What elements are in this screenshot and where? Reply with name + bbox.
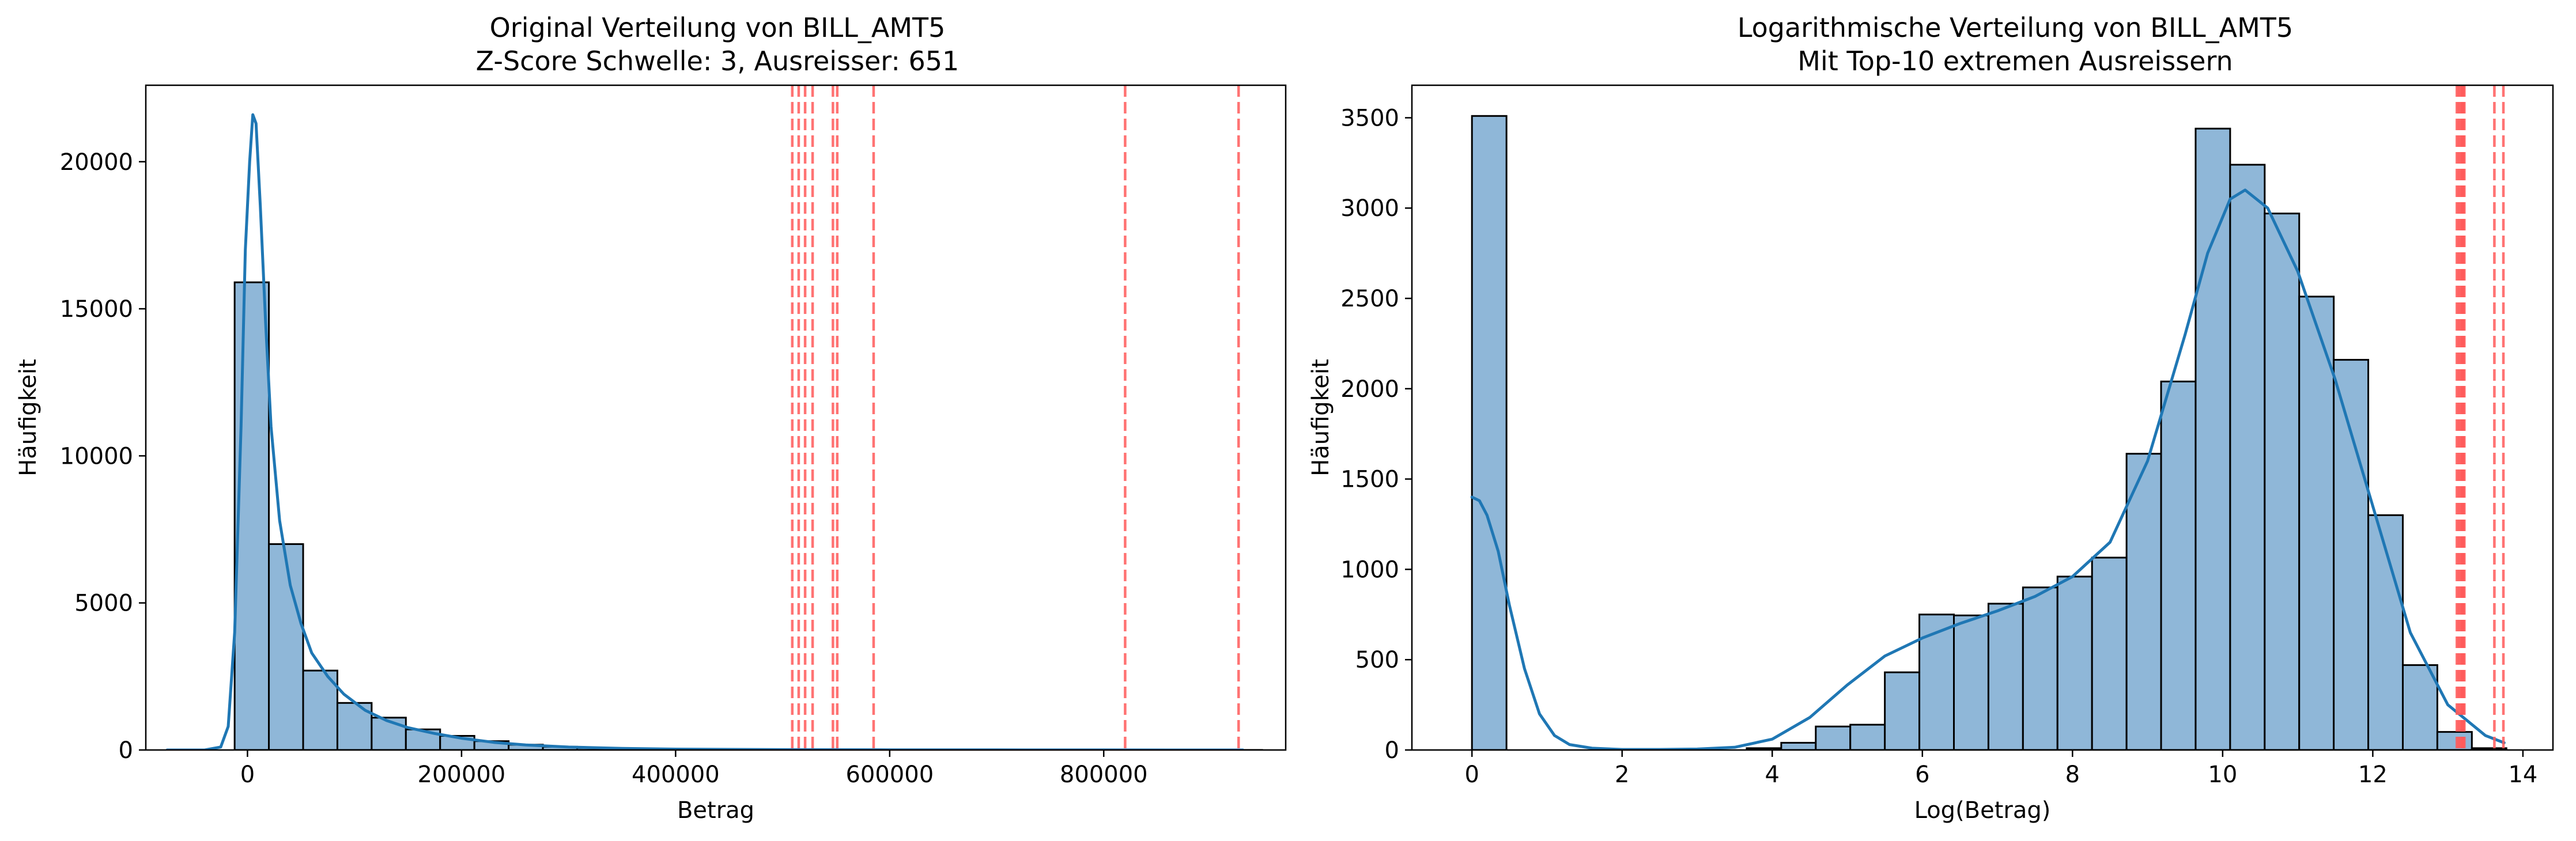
histogram-bar [371,717,407,750]
y-tick-label: 2500 [1340,286,1399,312]
y-tick-label: 20000 [60,149,133,176]
y-tick-label: 10000 [60,443,133,469]
y-tick-label: 5000 [74,590,133,617]
axes-frame [145,84,1287,751]
x-tick-label: 200000 [418,762,506,788]
histogram-bar [2264,213,2301,750]
x-axis-label: Betrag [677,797,754,824]
chart-title-line-1: Original Verteilung von BILL_AMT5 [490,12,946,43]
y-tick-label: 0 [119,737,133,764]
kde-curve-group [165,113,1245,750]
histogram-bars [1471,115,2507,750]
histogram-bar [1780,741,1817,750]
outlier-lines [2456,85,2505,750]
histogram-bar [1884,671,1921,750]
x-tick-label: 10 [2208,762,2237,788]
histogram-bar [1815,725,1852,750]
histogram-bar [2471,747,2507,750]
x-tick-label: 12 [2358,762,2388,788]
x-tick-label: 800000 [1060,762,1148,788]
y-tick-label: 2000 [1340,376,1399,403]
y-tick-label: 0 [1385,737,1399,764]
histogram-bar [2056,575,2093,750]
histogram-bars [233,281,1263,750]
x-tick-label: 0 [240,762,255,788]
axis-ticks: 0 2 4 6 8 10 12 14 0 500 1000 1500 2000 2500 3000 3500 [1340,105,2537,788]
x-tick-label: 2 [1615,762,1629,788]
histogram-bar [2298,296,2335,750]
kde-curve [165,113,1245,750]
chart-title-line-2: Z-Score Schwelle: 3, Ausreisser: 651 [476,46,960,77]
histogram-bar [1918,613,1955,750]
y-tick-label: 1500 [1340,467,1399,493]
x-tick-label: 8 [2065,762,2080,788]
histogram-bar [2194,127,2231,750]
x-tick-label: 4 [1765,762,1780,788]
histogram-bar [2091,556,2128,750]
x-tick-label: 6 [1915,762,1929,788]
histogram-bar [1953,614,1989,750]
x-tick-label: 400000 [632,762,720,788]
histogram-bar [2229,164,2266,750]
y-tick-label: 500 [1355,647,1399,673]
y-tick-label: 15000 [60,296,133,323]
y-axis-label: Häufigkeit [15,359,41,476]
histogram-bar [2401,664,2438,750]
histogram-bar [233,281,270,750]
histogram-bar [405,728,441,750]
axes-frame [1411,84,2554,751]
histogram-bar [268,543,304,750]
chart-title-line-2: Mit Top-10 extremen Ausreissern [1797,46,2233,77]
axis-ticks: 0 200000 400000 600000 800000 0 5000 10000 15000… [60,149,1148,788]
x-tick-label: 14 [2508,762,2537,788]
histogram-bar [2022,586,2058,750]
histogram-bar [1849,723,1886,750]
y-tick-label: 1000 [1340,556,1399,583]
histogram-bar [2333,359,2370,750]
y-axis-label: Häufigkeit [1308,359,1334,476]
outlier-lines [791,85,1240,750]
histogram-bar [1471,115,1508,750]
histogram-bar [2125,453,2162,750]
log-distribution-chart: Logarithmische Verteilung von BILL_AMT5 … [1308,12,2554,824]
x-tick-label: 600000 [845,762,934,788]
histogram-bar [2160,380,2197,750]
y-tick-label: 3500 [1340,105,1399,131]
kde-curve-group [1470,188,2506,750]
histogram-bar [2367,514,2404,750]
x-axis-label: Log(Betrag) [1914,797,2051,824]
x-tick-label: 0 [1464,762,1479,788]
y-tick-label: 3000 [1340,195,1399,222]
chart-title-line-1: Logarithmische Verteilung von BILL_AMT5 [1738,12,2293,43]
original-distribution-chart: Original Verteilung von BILL_AMT5 Z-Scor… [15,12,1287,824]
histogram-bar [2436,731,2473,750]
kde-curve [1470,188,2506,750]
histogram-bar [1987,603,2024,750]
